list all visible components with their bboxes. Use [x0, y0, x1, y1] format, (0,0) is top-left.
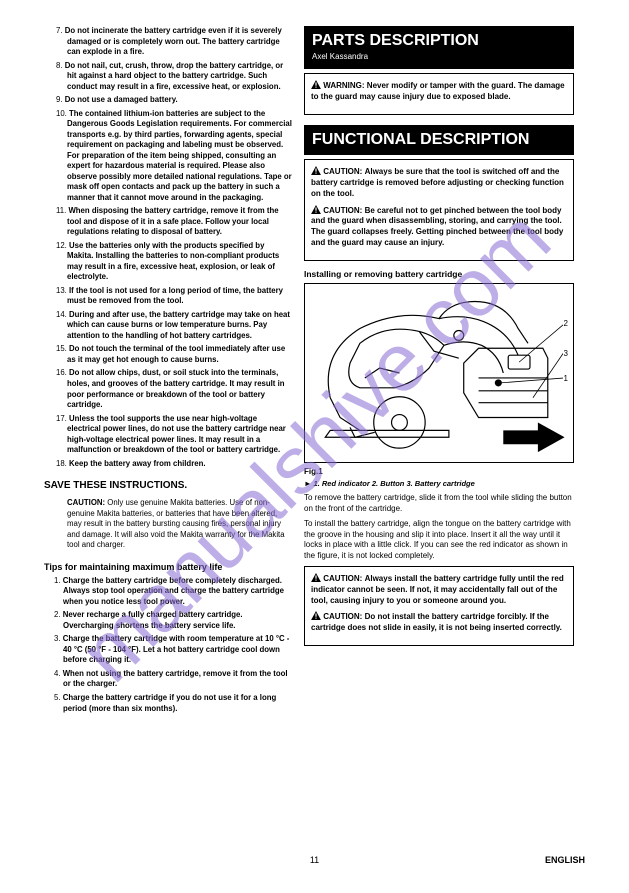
- list-item: 13. If the tool is not used for a long p…: [56, 286, 292, 307]
- list-item: 11. When disposing the battery cartridge…: [56, 206, 292, 238]
- list-item: 12. Use the batteries only with the prod…: [56, 241, 292, 283]
- list-item: 8. Do not nail, cut, crush, throw, drop …: [56, 61, 292, 93]
- list-item: 5. Charge the battery cartridge if you d…: [54, 693, 292, 714]
- figure-label: Fig.1: [304, 467, 574, 478]
- list-item: 9. Do not use a damaged battery.: [56, 95, 292, 106]
- list-item: 16. Do not allow chips, dust, or soil st…: [56, 368, 292, 410]
- caution-paragraph: CAUTION: Only use genuine Makita batteri…: [56, 498, 292, 551]
- list-item: 2. Never recharge a fully charged batter…: [54, 610, 292, 631]
- warning-icon: [311, 573, 321, 582]
- caution-box: CAUTION: Always be sure that the tool is…: [304, 159, 574, 261]
- functional-description-header: FUNCTIONAL DESCRIPTION: [304, 125, 574, 155]
- figure-callout: 1: [563, 374, 569, 385]
- warning-icon: [311, 166, 321, 175]
- list-item: 10. The contained lithium-ion batteries …: [56, 109, 292, 204]
- instruction-list: 7. Do not incinerate the battery cartrid…: [44, 26, 292, 469]
- list-item: 4. When not using the battery cartridge,…: [54, 669, 292, 690]
- figure-1: 1 2 3: [304, 283, 574, 463]
- page-container: 7. Do not incinerate the battery cartrid…: [0, 0, 629, 893]
- list-item: 17. Unless the tool supports the use nea…: [56, 414, 292, 456]
- warning-icon: [311, 205, 321, 214]
- right-column: PARTS DESCRIPTION Axel Kassandra WARNING…: [304, 26, 574, 873]
- tips-list: 1. Charge the battery cartridge before c…: [44, 576, 292, 714]
- list-item: 3. Charge the battery cartridge with roo…: [54, 634, 292, 666]
- tips-header: Tips for maintaining maximum battery lif…: [44, 561, 292, 573]
- list-item: 14. During and after use, the battery ca…: [56, 310, 292, 342]
- body-paragraph: To remove the battery cartridge, slide i…: [304, 493, 574, 515]
- figure-legend: ► 1. Red indicator 2. Button 3. Battery …: [304, 479, 574, 489]
- figure-callout: 2: [563, 319, 569, 330]
- warning-box: WARNING: Never modify or tamper with the…: [304, 73, 574, 115]
- list-item: 1. Charge the battery cartridge before c…: [54, 576, 292, 608]
- figure-callout: 3: [563, 349, 569, 360]
- parts-description-header: PARTS DESCRIPTION Axel Kassandra: [304, 26, 574, 69]
- list-item: 18. Keep the battery away from children.: [56, 459, 292, 470]
- save-instructions-header: SAVE THESE INSTRUCTIONS.: [44, 479, 292, 492]
- list-item: 7. Do not incinerate the battery cartrid…: [56, 26, 292, 58]
- warning-icon: [311, 611, 321, 620]
- caution-box-bottom: CAUTION: Always install the battery cart…: [304, 566, 574, 646]
- list-item: 15. Do not touch the terminal of the too…: [56, 344, 292, 365]
- tool-illustration: [305, 284, 573, 462]
- warning-icon: [311, 80, 321, 89]
- left-column: 7. Do not incinerate the battery cartrid…: [44, 26, 304, 873]
- install-battery-header: Installing or removing battery cartridge: [304, 269, 574, 280]
- body-paragraph: To install the battery cartridge, align …: [304, 519, 574, 562]
